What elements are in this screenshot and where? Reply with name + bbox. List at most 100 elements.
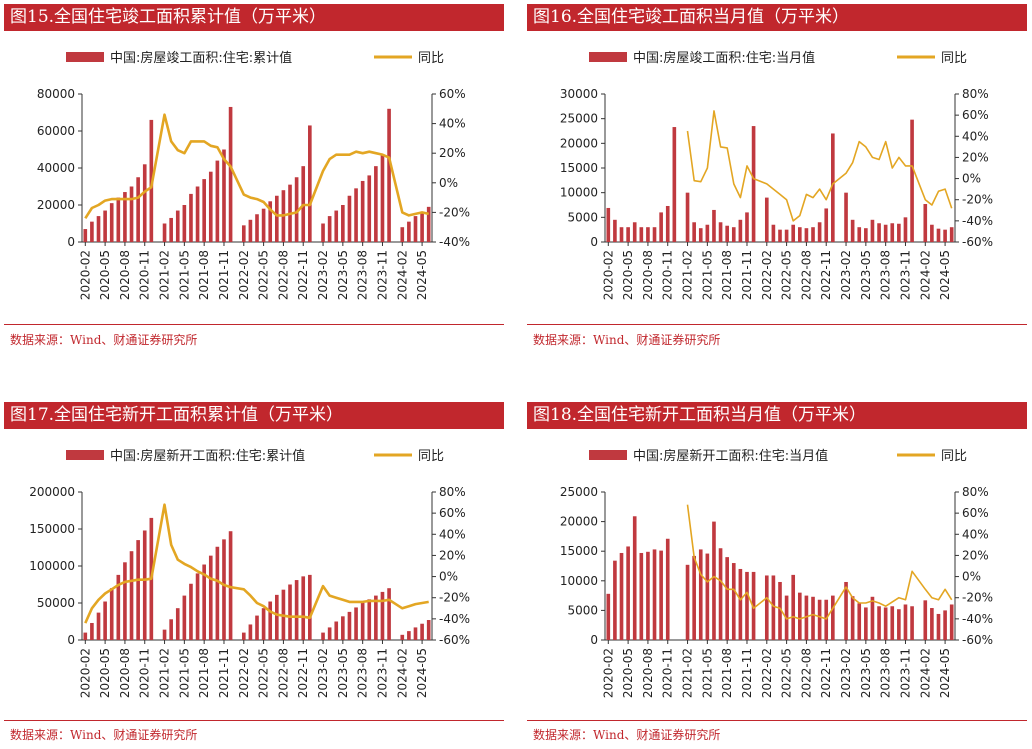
y-right-tick-label: 60% <box>439 87 466 101</box>
bar <box>877 223 881 242</box>
bar <box>400 634 405 640</box>
x-tick-label: 2020-05 <box>621 250 635 300</box>
y-left-tick-label: 60000 <box>37 124 75 138</box>
x-tick-label: 2024-05 <box>415 648 429 698</box>
bar <box>844 581 848 640</box>
bar <box>215 546 220 640</box>
bar <box>268 201 273 242</box>
bar <box>90 221 94 242</box>
legend-bar-swatch <box>66 52 104 62</box>
bar <box>420 212 424 242</box>
x-tick-label: 2023-11 <box>898 250 912 300</box>
x-tick-label: 2021-08 <box>720 648 734 698</box>
chart-title: 图18.全国住宅新开工面积当月值（万平米） <box>527 402 1027 429</box>
y-right-tick-label: 0% <box>439 176 458 190</box>
x-tick-label: 2023-02 <box>839 648 853 698</box>
bar <box>380 155 385 242</box>
bar <box>387 108 391 242</box>
bar <box>341 205 345 242</box>
x-tick-label: 2023-08 <box>356 250 370 300</box>
x-tick-label: 2024-05 <box>938 648 952 698</box>
y-left-tick-label: 10000 <box>560 574 598 588</box>
bar <box>103 210 107 242</box>
bar <box>731 227 736 242</box>
x-tick-label: 2023-02 <box>316 648 330 698</box>
x-tick-label: 2024-02 <box>395 648 409 698</box>
bar <box>923 204 928 242</box>
bar <box>811 596 815 640</box>
y-right-tick-label: 20% <box>439 146 466 160</box>
bar <box>784 229 789 242</box>
bar <box>308 125 312 242</box>
x-tick-label: 2024-02 <box>395 250 409 300</box>
x-tick-label: 2022-08 <box>799 250 813 300</box>
bar <box>659 550 663 640</box>
x-tick-label: 2022-11 <box>296 648 310 698</box>
x-tick-label: 2022-05 <box>780 648 794 698</box>
bar <box>831 133 835 242</box>
chart-title: 图17.全国住宅新开工面积累计值（万平米） <box>4 402 504 429</box>
bar <box>864 228 868 242</box>
bar <box>943 229 947 242</box>
x-tick-label: 2023-05 <box>859 250 873 300</box>
bar <box>426 206 431 242</box>
bar <box>797 592 802 640</box>
bar <box>883 607 888 640</box>
bar <box>817 599 822 640</box>
bar <box>380 591 385 640</box>
x-tick-label: 2020-11 <box>138 648 152 698</box>
chart-panel-15: 图15.全国住宅竣工面积累计值（万平米） 中国:房屋竣工面积:住宅:累计值 同比 0… <box>4 4 504 349</box>
y-right-tick-label: 40% <box>962 527 989 541</box>
series-line <box>84 113 429 220</box>
y-right-tick-label: 60% <box>962 108 989 122</box>
y-left-tick-label: 50000 <box>37 596 75 610</box>
bar <box>96 612 101 640</box>
x-tick-label: 2023-05 <box>336 648 350 698</box>
bar <box>116 197 121 242</box>
source-note: 数据来源：Wind、财通证券研究所 <box>10 333 198 347</box>
x-tick-label: 2023-08 <box>356 648 370 698</box>
source-note: 数据来源：Wind、财通证券研究所 <box>533 728 721 742</box>
y-left-tick-label: 0 <box>67 633 75 647</box>
bar <box>202 179 206 242</box>
bar <box>850 596 855 640</box>
bar <box>943 610 947 640</box>
y-right-tick-label: 0% <box>439 570 458 584</box>
y-left-tick-label: 20000 <box>37 198 75 212</box>
bar <box>334 210 339 242</box>
x-tick-label: 2021-11 <box>217 648 231 698</box>
bar <box>387 588 391 640</box>
bar <box>367 175 372 242</box>
chart-panel-18: 图18.全国住宅新开工面积当月值（万平米） 中国:房屋新开工面积:住宅:当月值 同… <box>527 402 1027 747</box>
bar <box>870 219 875 242</box>
bar <box>321 223 325 242</box>
bar <box>930 608 934 640</box>
bar <box>222 149 226 242</box>
x-tick-label: 2021-02 <box>681 250 695 300</box>
bar <box>857 603 862 640</box>
bar <box>831 595 835 640</box>
bar <box>665 538 670 640</box>
bar <box>208 555 213 640</box>
bar <box>136 177 140 242</box>
bar <box>712 209 716 242</box>
chart-15-svg: 中国:房屋竣工面积:住宅:累计值 同比 0 20000 40000 60000 80000 -… <box>37 50 470 300</box>
x-tick-label: 2023-05 <box>336 250 350 300</box>
bar <box>738 568 743 640</box>
series-line <box>686 110 953 222</box>
bar <box>652 227 657 242</box>
bar <box>103 601 107 640</box>
chart-panel-16: 图16.全国住宅竣工面积当月值（万平米） 中国:房屋竣工面积:住宅:当月值 同比 0… <box>527 4 1027 349</box>
chart-18-svg: 中国:房屋新开工面积:住宅:当月值 同比 0 5000 10000 15000 20000 2… <box>560 448 993 698</box>
bar <box>751 571 756 640</box>
bar <box>804 595 809 640</box>
bar <box>665 205 670 242</box>
bar <box>890 606 895 640</box>
y-right-tick-label: -20% <box>439 591 470 605</box>
y-right-tick-label: -40% <box>439 612 470 626</box>
legend-bar-swatch <box>589 52 627 62</box>
y-left-tick-label: 40000 <box>37 161 75 175</box>
bar <box>341 616 345 640</box>
bar <box>606 207 611 242</box>
bar <box>705 224 710 242</box>
